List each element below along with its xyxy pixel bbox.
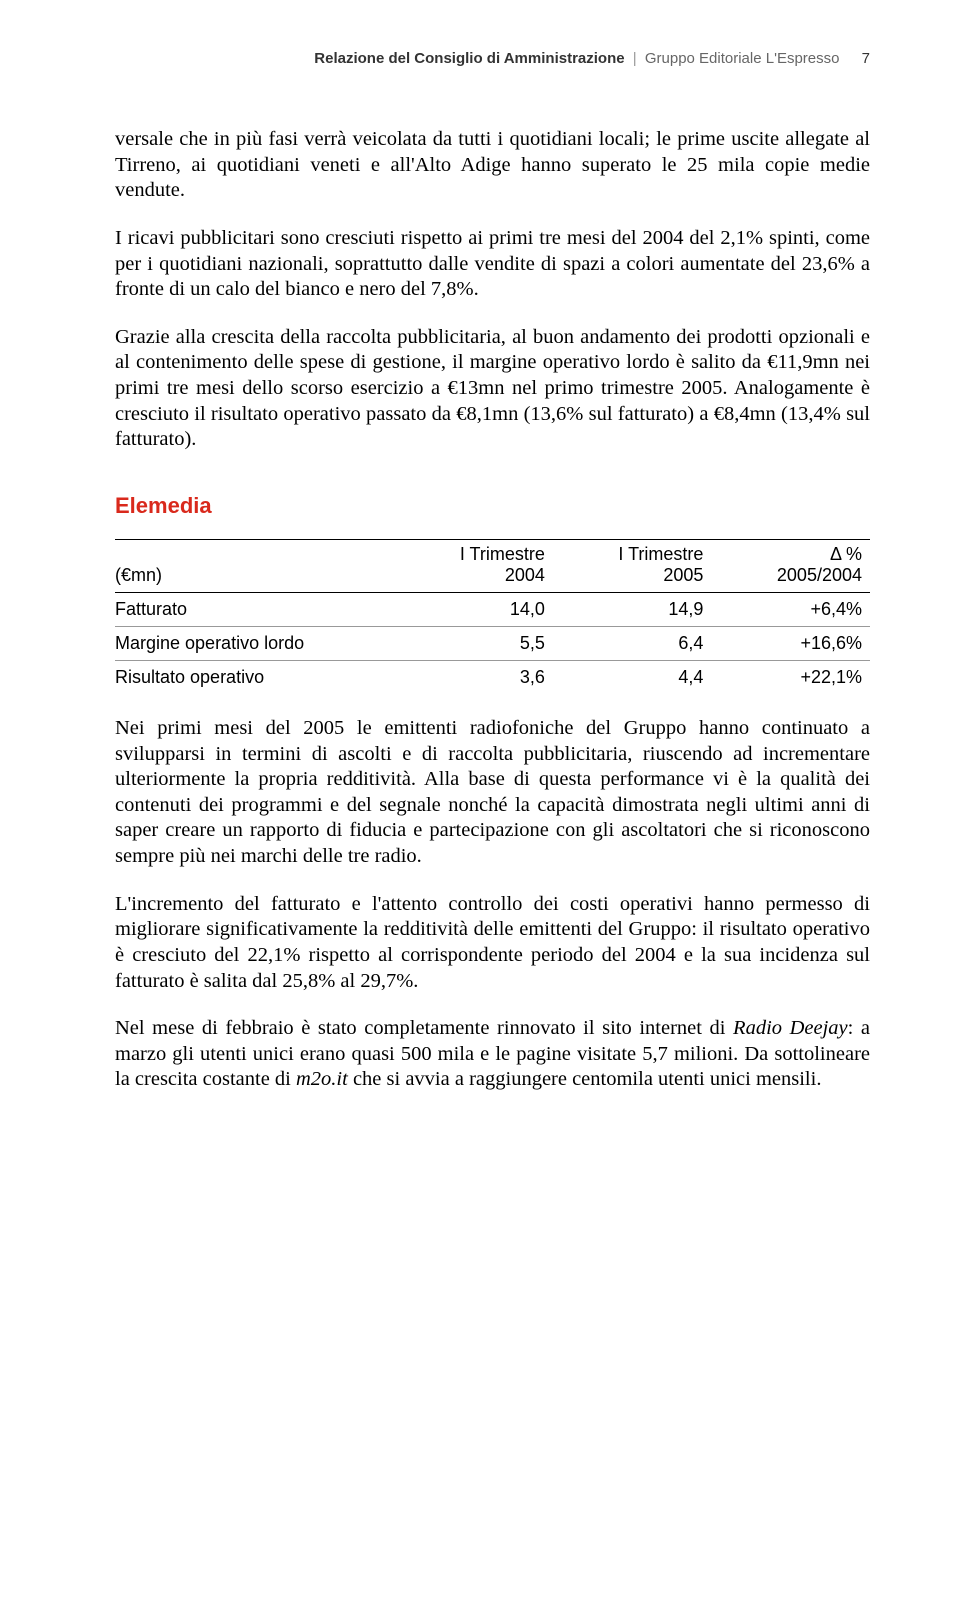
italic-m2o: m2o.it (296, 1068, 348, 1090)
table-header-row: (€mn) I Trimestre 2004 I Trimestre 2005 … (115, 539, 870, 592)
table-cell-label: Fatturato (115, 592, 394, 626)
header-page-number: 7 (862, 50, 870, 67)
header-divider: | (633, 50, 637, 67)
table-cell: +16,6% (711, 626, 870, 660)
table-header-col3: Δ % 2005/2004 (711, 539, 870, 592)
table-cell: 14,0 (394, 592, 553, 626)
table-row: Risultato operativo 3,6 4,4 +22,1% (115, 660, 870, 694)
table-cell: 3,6 (394, 660, 553, 694)
table-cell: 6,4 (553, 626, 712, 660)
header-company: Gruppo Editoriale L'Espresso (645, 50, 840, 67)
paragraph-4: Nei primi mesi del 2005 le emittenti rad… (115, 716, 870, 870)
paragraph-2: I ricavi pubblicitari sono cresciuti ris… (115, 226, 870, 303)
header-section: Relazione del Consiglio di Amministrazio… (314, 50, 624, 67)
document-page: Relazione del Consiglio di Amministrazio… (0, 0, 960, 1175)
paragraph-6: Nel mese di febbraio è stato completamen… (115, 1016, 870, 1093)
table-header-col1: I Trimestre 2004 (394, 539, 553, 592)
table-cell: 5,5 (394, 626, 553, 660)
table-cell-label: Margine operativo lordo (115, 626, 394, 660)
table-row: Margine operativo lordo 5,5 6,4 +16,6% (115, 626, 870, 660)
paragraph-3: Grazie alla crescita della raccolta pubb… (115, 325, 870, 453)
paragraph-5: L'incremento del fatturato e l'attento c… (115, 892, 870, 995)
section-title-elemedia: Elemedia (115, 493, 870, 519)
table-cell: +6,4% (711, 592, 870, 626)
table-row: Fatturato 14,0 14,9 +6,4% (115, 592, 870, 626)
paragraph-1: versale che in più fasi verrà veicolata … (115, 127, 870, 204)
table-header-col2: I Trimestre 2005 (553, 539, 712, 592)
italic-radio-deejay: Radio Deejay (733, 1017, 848, 1039)
table-header-unit: (€mn) (115, 539, 394, 592)
table-cell: +22,1% (711, 660, 870, 694)
table-cell: 14,9 (553, 592, 712, 626)
table-cell: 4,4 (553, 660, 712, 694)
table-cell-label: Risultato operativo (115, 660, 394, 694)
table-body: Fatturato 14,0 14,9 +6,4% Margine operat… (115, 592, 870, 694)
elemedia-table: (€mn) I Trimestre 2004 I Trimestre 2005 … (115, 539, 870, 694)
page-header: Relazione del Consiglio di Amministrazio… (115, 50, 870, 67)
